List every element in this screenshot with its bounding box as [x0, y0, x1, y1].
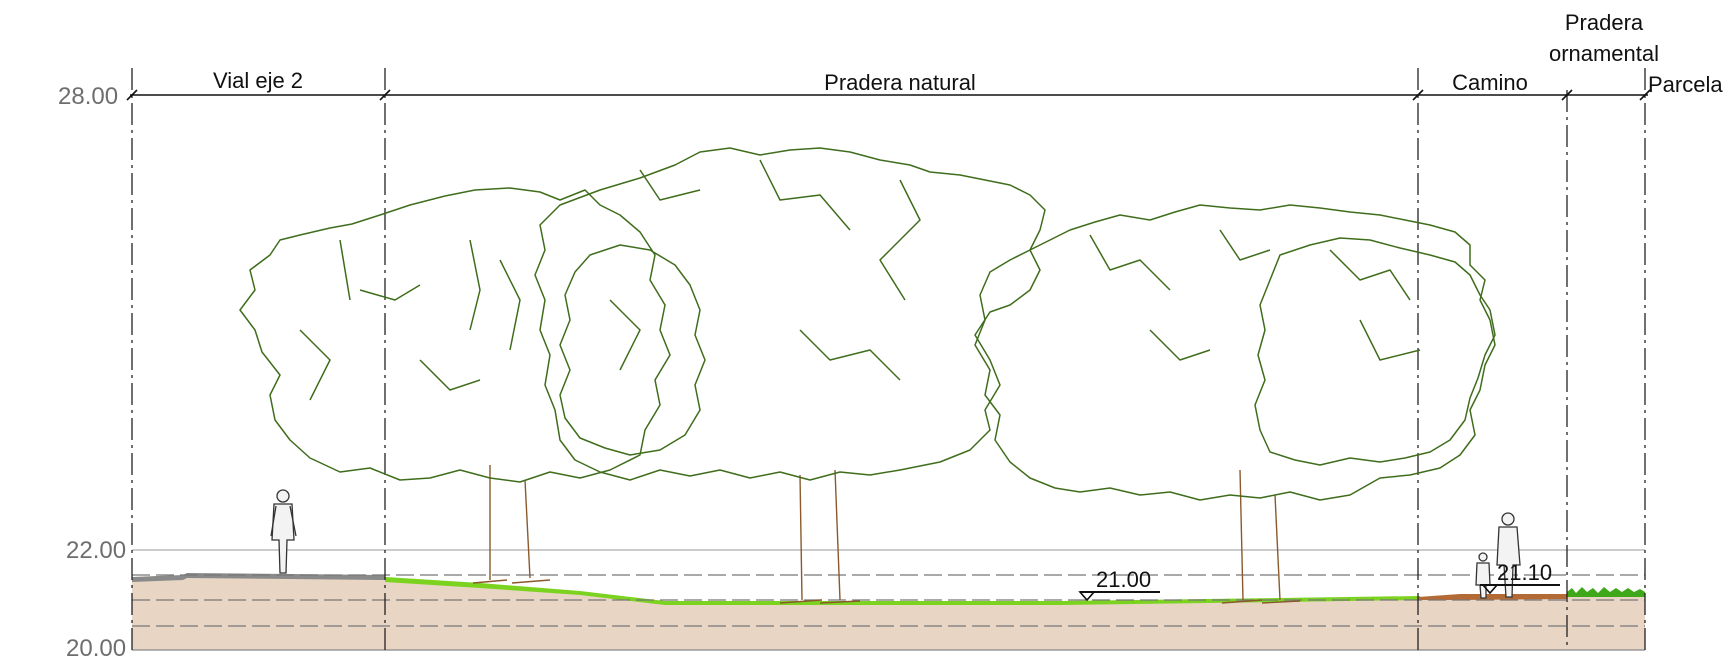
- tree-trunks: [472, 465, 1301, 604]
- level-marker-21-00: 21.00: [1078, 567, 1160, 602]
- level-label-21-10: 21.10: [1497, 560, 1552, 585]
- zone-label-pradera-ornamental-1: Pradera: [1565, 10, 1644, 35]
- dimension-ticks: [126, 89, 1651, 101]
- path-surface: [1418, 594, 1567, 600]
- zone-label-pradera-natural: Pradera natural: [824, 70, 976, 95]
- person-figure-path: [1475, 512, 1521, 599]
- person-figure-road: [270, 489, 297, 574]
- level-label-21-00: 21.00: [1096, 567, 1151, 592]
- ground-fill: [132, 575, 1645, 650]
- elevation-22-label: 22.00: [66, 537, 126, 564]
- zone-label-parcela: Parcela: [1648, 72, 1723, 97]
- zone-label-camino: Camino: [1452, 70, 1528, 95]
- level-marker-21-10: 21.10: [1480, 560, 1560, 595]
- tree-canopies: [239, 147, 1496, 501]
- zone-label-vial: Vial eje 2: [213, 68, 303, 93]
- ornamental-grass: [1567, 587, 1645, 597]
- elevation-20-label: 20.00: [66, 635, 126, 660]
- elevation-28-label: 28.00: [58, 83, 118, 110]
- zone-label-pradera-ornamental-2: ornamental: [1549, 41, 1659, 66]
